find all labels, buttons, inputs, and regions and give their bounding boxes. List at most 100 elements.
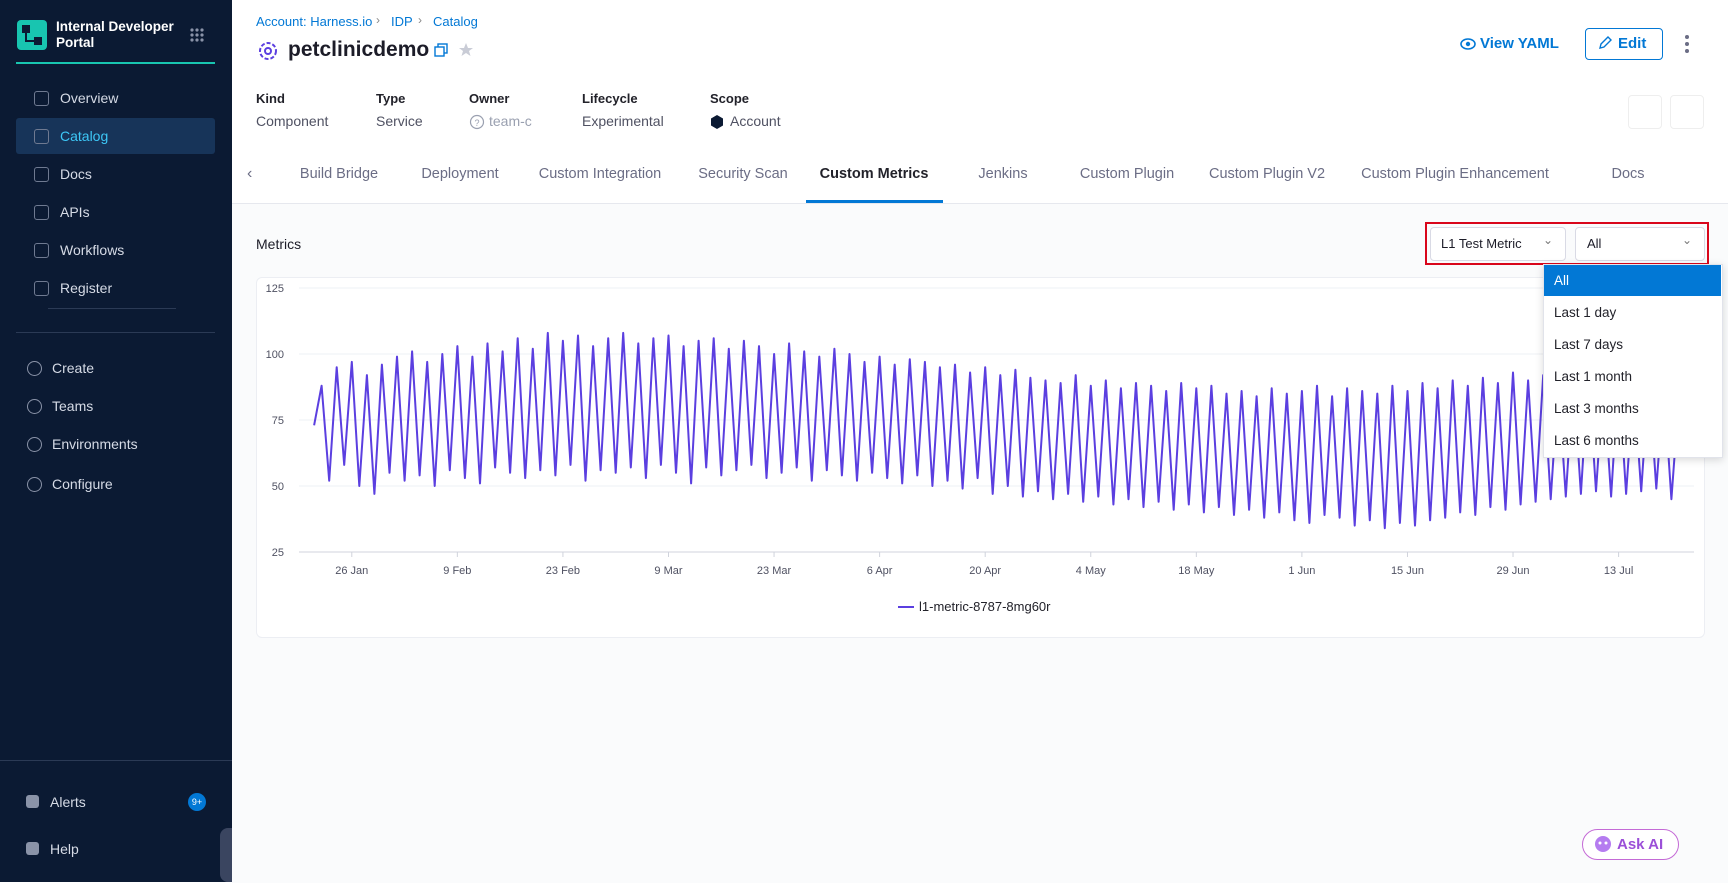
y-tick-label: 25 bbox=[272, 547, 284, 559]
range-option[interactable]: Last 3 months bbox=[1554, 401, 1639, 416]
action-item[interactable]: Configure bbox=[52, 476, 113, 492]
nav-icon bbox=[34, 167, 49, 182]
meta-label: Type bbox=[376, 91, 406, 106]
meta-label: Owner bbox=[469, 91, 510, 106]
nav-icon bbox=[34, 243, 49, 258]
tab[interactable]: Jenkins bbox=[978, 166, 1028, 182]
breadcrumb[interactable]: IDP bbox=[391, 14, 413, 29]
footer-icon bbox=[26, 795, 39, 808]
nav-item[interactable]: Workflows bbox=[60, 242, 125, 258]
entity-title: petclinicdemo bbox=[288, 38, 430, 61]
range-select[interactable] bbox=[1575, 227, 1705, 261]
tab[interactable]: Custom Plugin Enhancement bbox=[1361, 166, 1549, 182]
tab[interactable]: Custom Plugin bbox=[1079, 166, 1175, 182]
x-tick-label: 13 Jul bbox=[1604, 565, 1633, 577]
tab[interactable]: Custom Integration bbox=[538, 166, 662, 182]
x-tick-label: 6 Apr bbox=[867, 565, 893, 577]
meta-label: Kind bbox=[256, 91, 285, 106]
meta-value: team-c bbox=[489, 113, 532, 129]
option-highlight bbox=[1544, 265, 1721, 296]
nav-active-bg bbox=[16, 118, 215, 154]
breadcrumb[interactable]: Catalog bbox=[433, 14, 478, 29]
tab[interactable]: Custom Metrics bbox=[819, 166, 929, 182]
tab[interactable]: Security Scan bbox=[698, 166, 788, 182]
nav-item[interactable]: Docs bbox=[60, 166, 92, 182]
docs-button[interactable] bbox=[1670, 95, 1704, 129]
footer-icon bbox=[26, 842, 39, 855]
ask-ai-icon bbox=[1595, 836, 1611, 852]
meta-value: Experimental bbox=[582, 113, 664, 129]
range-option[interactable]: Last 1 day bbox=[1554, 305, 1617, 320]
action-item[interactable]: Teams bbox=[52, 398, 94, 414]
range-dropdown bbox=[1543, 264, 1723, 458]
more-icon[interactable] bbox=[1683, 34, 1691, 54]
nav-item[interactable]: Catalog bbox=[60, 128, 109, 144]
app-name: Internal Developer Portal bbox=[56, 19, 174, 50]
nav-icon bbox=[34, 205, 49, 220]
y-tick-label: 100 bbox=[266, 349, 284, 361]
x-tick-label: 29 Jun bbox=[1497, 565, 1530, 577]
copy-icon[interactable] bbox=[434, 43, 448, 57]
metric-select[interactable] bbox=[1430, 227, 1566, 261]
tab[interactable]: Custom Plugin V2 bbox=[1208, 166, 1326, 182]
eye-icon bbox=[1460, 38, 1476, 50]
tab-scroll-left[interactable]: ‹ bbox=[247, 165, 253, 182]
metrics-title: Metrics bbox=[256, 236, 302, 252]
range-option[interactable]: Last 6 months bbox=[1554, 433, 1639, 448]
alerts-badge: 9+ bbox=[188, 793, 206, 811]
ask-ai-label[interactable]: Ask AI bbox=[1617, 836, 1664, 853]
x-tick-label: 20 Apr bbox=[969, 565, 1001, 577]
nav-item[interactable]: Register bbox=[60, 280, 113, 296]
view-yaml-button[interactable]: View YAML bbox=[1480, 35, 1559, 52]
edit-label[interactable]: Edit bbox=[1618, 35, 1647, 52]
x-tick-label: 4 May bbox=[1076, 565, 1106, 577]
nav-item[interactable]: APIs bbox=[60, 204, 90, 220]
range-select-value[interactable]: All bbox=[1587, 236, 1602, 251]
meta-value: Component bbox=[256, 113, 329, 129]
sidebar: Internal Developer Portal 9+ Overview Cat… bbox=[0, 0, 232, 882]
range-option[interactable]: Last 1 month bbox=[1554, 369, 1633, 384]
tab[interactable]: Build Bridge bbox=[299, 166, 379, 182]
pencil-icon bbox=[1599, 36, 1612, 49]
svg-text:?: ? bbox=[474, 118, 479, 128]
x-tick-label: 18 May bbox=[1178, 565, 1215, 577]
star-icon[interactable] bbox=[458, 42, 474, 58]
action-icon bbox=[27, 399, 42, 414]
breadcrumb-sep: › bbox=[418, 13, 422, 27]
action-icon bbox=[27, 361, 42, 376]
github-button[interactable] bbox=[1628, 95, 1662, 129]
logo-icon bbox=[17, 20, 47, 50]
apps-icon[interactable] bbox=[189, 27, 205, 43]
scope-icon bbox=[711, 115, 723, 129]
x-tick-label: 26 Jan bbox=[335, 565, 368, 577]
y-tick-label: 75 bbox=[272, 415, 284, 427]
x-tick-label: 9 Mar bbox=[654, 565, 682, 577]
edit-button[interactable] bbox=[1585, 28, 1663, 60]
chevron: ⌄ bbox=[1682, 233, 1693, 247]
footer-item[interactable]: Help bbox=[50, 841, 79, 857]
action-item[interactable]: Create bbox=[52, 360, 95, 376]
nav-icon bbox=[34, 129, 49, 144]
range-option[interactable]: Last 7 days bbox=[1554, 337, 1624, 352]
tab[interactable]: Docs bbox=[1611, 166, 1645, 182]
owner-icon: ? bbox=[469, 114, 485, 130]
meta-label: Scope bbox=[710, 91, 750, 106]
action-item[interactable]: Environments bbox=[52, 436, 138, 452]
tab[interactable]: Deployment bbox=[421, 166, 499, 182]
collapse-handle[interactable] bbox=[220, 828, 232, 882]
meta-value: Service bbox=[376, 113, 423, 129]
logo-underline bbox=[16, 62, 215, 64]
x-tick-label: 23 Feb bbox=[546, 565, 580, 577]
tab-underline bbox=[806, 200, 943, 203]
meta-label: Lifecycle bbox=[582, 91, 638, 106]
metric-select-value[interactable]: L1 Test Metric bbox=[1441, 236, 1522, 251]
nav-item[interactable]: Overview bbox=[60, 90, 119, 106]
nav-icon bbox=[34, 281, 49, 296]
x-tick-label: 15 Jun bbox=[1391, 565, 1424, 577]
breadcrumb[interactable]: Account: Harness.io bbox=[256, 14, 373, 29]
range-option[interactable]: All bbox=[1554, 273, 1570, 288]
footer-item[interactable]: Alerts bbox=[50, 794, 86, 810]
breadcrumb-sep: › bbox=[376, 13, 380, 27]
